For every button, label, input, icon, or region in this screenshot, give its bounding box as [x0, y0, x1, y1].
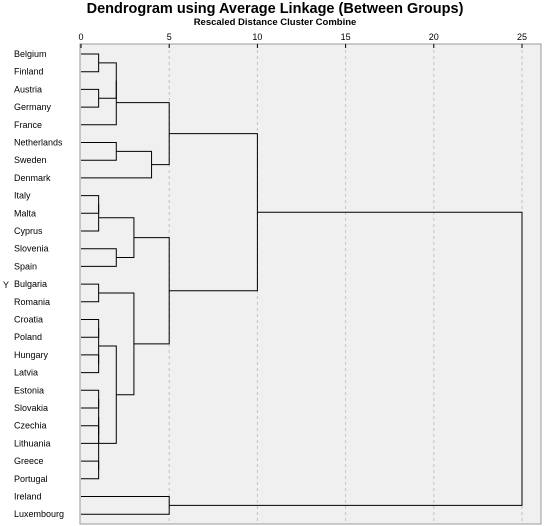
leaf-label: Hungary — [14, 350, 49, 360]
leaf-label: Cyprus — [14, 226, 43, 236]
x-tick-label: 20 — [429, 32, 439, 42]
leaf-label: Austria — [14, 84, 42, 94]
dendrogram-link — [169, 211, 523, 506]
dendrogram-link — [81, 80, 117, 126]
plot-area — [79, 43, 542, 525]
x-tick-label: 5 — [167, 32, 172, 42]
chart-subtitle: Rescaled Distance Cluster Combine — [193, 17, 357, 28]
leaf-label: Estonia — [14, 385, 44, 395]
x-tick-label: 15 — [341, 32, 351, 42]
leaf-labels: Belgium Finland Austria Germany France Nether… — [14, 49, 64, 519]
leaf-label: Italy — [14, 191, 31, 201]
dendrogram-link — [81, 204, 100, 232]
leaf-label: Denmark — [14, 173, 51, 183]
leaf-label: Luxembourg — [14, 509, 64, 519]
leaf-label: Portugal — [14, 474, 48, 484]
leaf-label: Latvia — [14, 368, 38, 378]
leaf-label: Finland — [14, 67, 44, 77]
leaf-label: France — [14, 120, 42, 130]
leaf-label: Malta — [14, 208, 36, 218]
leaf-label: Czechia — [14, 421, 47, 431]
x-tick-label: 25 — [517, 32, 527, 42]
leaf-label: Poland — [14, 332, 42, 342]
leaf-label: Ireland — [14, 492, 42, 502]
leaf-label: Spain — [14, 261, 37, 271]
y-axis-label: Y — [3, 280, 10, 290]
x-tick-label: 0 — [78, 32, 83, 42]
leaf-label: Slovenia — [14, 244, 49, 254]
leaf-label: Germany — [14, 102, 52, 112]
leaf-label: Sweden — [14, 155, 47, 165]
leaf-label: Croatia — [14, 315, 43, 325]
leaf-label: Greece — [14, 456, 44, 466]
x-tick-label: 10 — [252, 32, 262, 42]
leaf-label: Bulgaria — [14, 279, 47, 289]
chart-title: Dendrogram using Average Linkage (Betwee… — [86, 1, 464, 17]
dendrogram-links — [81, 53, 523, 515]
leaf-label: Lithuania — [14, 438, 51, 448]
x-axis-ticks: 0 5 10 15 20 25 — [78, 32, 527, 48]
leaf-label: Belgium — [14, 49, 47, 59]
leaf-label: Netherlands — [14, 138, 63, 148]
leaf-label: Romania — [14, 297, 50, 307]
leaf-label: Slovakia — [14, 403, 48, 413]
